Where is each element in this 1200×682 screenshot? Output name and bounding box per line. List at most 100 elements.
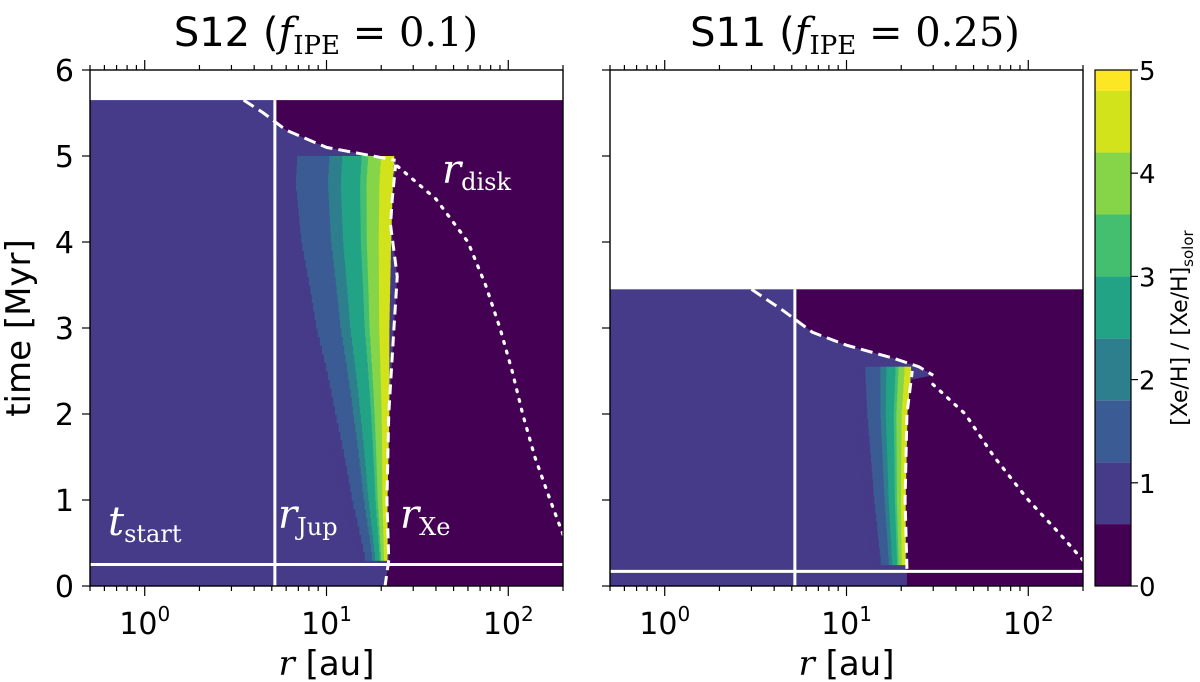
enriched-cell <box>309 310 316 320</box>
enriched-cell <box>350 259 357 269</box>
enriched-cell <box>891 435 895 445</box>
enriched-cell <box>899 504 902 514</box>
enriched-cell <box>371 422 376 432</box>
enriched-cell <box>356 543 359 553</box>
enriched-cell <box>281 216 288 226</box>
enriched-cell <box>338 336 344 346</box>
enriched-cell <box>328 164 336 174</box>
colorbar-frame <box>1094 69 1132 587</box>
enriched-cell <box>316 259 324 269</box>
enriched-cell <box>305 362 310 372</box>
enriched-cell <box>336 414 341 424</box>
enriched-cell <box>342 224 350 234</box>
enriched-cell <box>300 224 307 234</box>
enriched-cell <box>360 439 365 449</box>
enriched-cell <box>318 396 323 406</box>
enriched-cell <box>363 405 368 415</box>
enriched-cell <box>382 448 386 458</box>
enriched-cell <box>370 336 376 346</box>
enriched-cell <box>360 233 368 243</box>
enriched-cell <box>264 164 272 174</box>
enriched-cell <box>883 401 887 411</box>
colorbar-tick-label: 5 <box>1139 57 1156 87</box>
enriched-cell <box>296 164 304 174</box>
enriched-cell <box>375 353 381 363</box>
enriched-cell <box>344 500 348 510</box>
enriched-cell <box>359 431 364 441</box>
disk-edge-line <box>242 98 396 162</box>
colorbar-tick-label: 0 <box>1139 573 1156 603</box>
enriched-cell <box>895 512 898 523</box>
enriched-cell <box>266 199 274 209</box>
enriched-cell <box>904 409 908 419</box>
enriched-cell <box>883 504 886 514</box>
enriched-cell <box>370 525 373 535</box>
enriched-cell <box>382 491 386 501</box>
enriched-cell <box>381 405 386 415</box>
enriched-cell <box>337 431 342 441</box>
enriched-cell <box>297 199 305 209</box>
enriched-cell <box>372 199 380 209</box>
enriched-cell <box>362 534 366 544</box>
enriched-cell <box>363 302 370 312</box>
enriched-cell <box>311 216 319 226</box>
enriched-cell <box>347 482 351 492</box>
enriched-cell <box>348 396 353 406</box>
enriched-cell <box>384 371 390 381</box>
enriched-cell <box>372 508 375 518</box>
enriched-cell <box>901 452 905 462</box>
enriched-cell <box>377 405 383 415</box>
enriched-cell <box>315 353 321 363</box>
enriched-cell <box>378 534 381 544</box>
enriched-cell <box>312 328 319 338</box>
enriched-cell <box>352 336 358 346</box>
enriched-cell <box>355 396 360 406</box>
enriched-cell <box>897 521 901 531</box>
enriched-cell <box>885 530 888 540</box>
enriched-cell <box>306 353 312 363</box>
enriched-cell <box>886 521 889 531</box>
enriched-cell <box>348 474 352 484</box>
enriched-cell <box>317 362 323 372</box>
enriched-cell <box>304 207 312 217</box>
enriched-cell <box>349 242 356 252</box>
enriched-cell <box>322 396 327 406</box>
enriched-cell <box>870 538 873 548</box>
enriched-cell <box>321 181 329 191</box>
enriched-cell <box>348 439 352 449</box>
enriched-cell <box>378 242 386 252</box>
enriched-cell <box>342 500 346 510</box>
enriched-cell <box>884 444 888 454</box>
enriched-cell <box>888 547 891 557</box>
enriched-cell <box>874 469 878 480</box>
enriched-cell <box>869 409 874 419</box>
enriched-cell <box>379 310 385 320</box>
enriched-cell <box>903 487 906 497</box>
enriched-cell <box>380 543 383 553</box>
enriched-cell <box>332 448 336 458</box>
enriched-cell <box>315 285 322 295</box>
enriched-cell <box>867 504 870 514</box>
enriched-cell <box>880 487 883 497</box>
enriched-cell <box>368 525 371 535</box>
enriched-cell <box>866 426 870 437</box>
enriched-cell <box>341 353 347 363</box>
enriched-cell <box>340 482 344 492</box>
enriched-cell <box>351 457 355 467</box>
enriched-cell <box>297 156 305 166</box>
enriched-cell <box>903 521 906 531</box>
enriched-cell <box>357 465 362 475</box>
enriched-cell <box>347 173 355 183</box>
enriched-cell <box>374 534 378 544</box>
enriched-cell <box>373 285 380 295</box>
enriched-cell <box>309 190 317 200</box>
enriched-cell <box>354 164 362 174</box>
enriched-cell <box>311 353 317 363</box>
enriched-cell <box>863 452 867 462</box>
enriched-cell <box>880 521 884 531</box>
enriched-cell <box>378 216 386 226</box>
enriched-cell <box>379 465 383 475</box>
enriched-cell <box>352 448 357 458</box>
enriched-cell <box>373 396 379 406</box>
